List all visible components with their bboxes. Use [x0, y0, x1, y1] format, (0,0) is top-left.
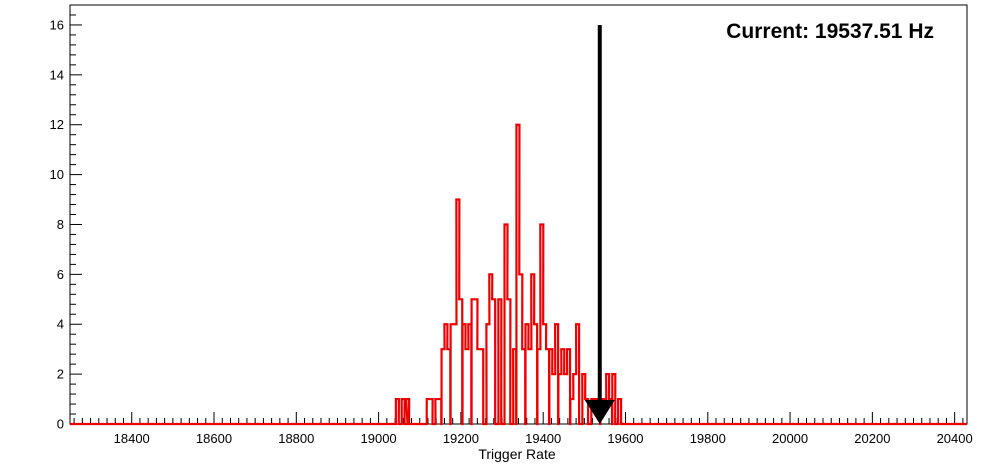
x-tick-label: 19200: [443, 431, 479, 446]
current-rate-annotation: Current: 19537.51 Hz: [726, 20, 934, 43]
x-tick-label: 18800: [278, 431, 314, 446]
x-axis: 18400 18600 18800 19000 19200 19400 19600 19800…: [73, 412, 973, 446]
x-axis-title: Trigger Rate: [478, 446, 556, 462]
x-tick-label: 19000: [361, 431, 397, 446]
y-tick-label: 8: [57, 217, 64, 232]
y-tick-label: 4: [57, 317, 64, 332]
current-rate-arrow: [584, 24, 615, 424]
y-tick-label: 10: [50, 167, 64, 182]
y-tick-label: 16: [50, 17, 64, 32]
y-tick-label: 0: [57, 417, 64, 432]
x-tick-label: 19800: [690, 431, 726, 446]
x-tick-label: 18400: [114, 431, 150, 446]
x-tick-label: 19600: [607, 431, 643, 446]
y-tick-label: 6: [57, 267, 64, 282]
x-tick-label: 19400: [525, 431, 561, 446]
y-axis: 0 2 4 6 8 10 12 14 16: [50, 4, 82, 432]
x-tick-label: 20000: [772, 431, 808, 446]
x-tick-label: 20400: [937, 431, 973, 446]
x-tick-label: 20200: [854, 431, 890, 446]
x-tick-label: 18600: [196, 431, 232, 446]
y-tick-label: 12: [50, 117, 64, 132]
arrow-head: [584, 400, 615, 424]
histogram-series: [70, 123, 967, 426]
y-tick-label: 2: [57, 367, 64, 382]
y-tick-label: 14: [50, 67, 64, 82]
